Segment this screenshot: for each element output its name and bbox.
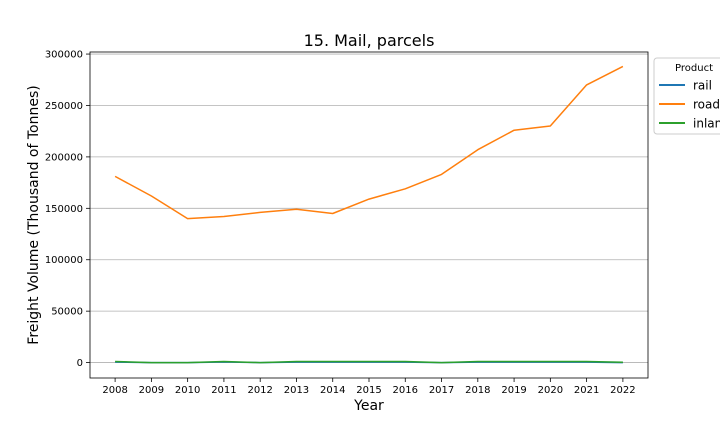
y-tick-label: 150000 <box>45 204 83 215</box>
y-axis: 0 50000 100000 150000 200000 250000 300000 <box>45 50 90 369</box>
y-tick-label: 100000 <box>45 255 83 266</box>
x-tick-label: 2020 <box>538 385 563 396</box>
legend-label: rail <box>693 79 712 93</box>
y-tick-label: 50000 <box>51 307 83 318</box>
y-axis-title: Freight Volume (Thousand of Tonnes) <box>26 85 42 344</box>
x-tick-label: 2019 <box>501 385 526 396</box>
series-line-inland-waterway <box>115 360 623 364</box>
x-axis-title: Year <box>353 398 384 414</box>
x-tick-label: 2009 <box>139 385 164 396</box>
x-tick-label: 2021 <box>574 385 599 396</box>
x-tick-label: 2017 <box>429 385 454 396</box>
y-tick-label: 300000 <box>45 50 83 61</box>
x-tick-label: 2022 <box>610 385 635 396</box>
x-tick-label: 2013 <box>284 385 309 396</box>
y-tick-label: 0 <box>77 358 83 369</box>
gridlines <box>90 53 648 363</box>
x-tick-label: 2014 <box>320 385 345 396</box>
x-tick-label: 2018 <box>465 385 490 396</box>
plot-area-frame <box>89 51 649 379</box>
x-tick-label: 2012 <box>247 385 272 396</box>
y-tick-label: 200000 <box>45 152 83 163</box>
x-tick-label: 2010 <box>175 385 200 396</box>
legend-label: inland waterway <box>693 117 720 131</box>
legend-frame <box>653 57 720 135</box>
x-tick-label: 2008 <box>102 385 127 396</box>
x-tick-label: 2011 <box>211 385 236 396</box>
x-axis: 2008 2009 2010 2011 2012 2013 2014 2015 2016 2017… <box>102 378 636 396</box>
legend-title: Product <box>675 63 713 74</box>
series-lines <box>114 65 624 364</box>
chart-title: 15. Mail, parcels <box>304 31 435 50</box>
legend-label: road <box>693 98 720 112</box>
x-tick-label: 2016 <box>393 385 418 396</box>
y-tick-label: 250000 <box>45 101 83 112</box>
legend: Product rail road inland waterway <box>653 57 720 135</box>
series-line-road <box>114 65 624 220</box>
x-tick-label: 2015 <box>356 385 381 396</box>
